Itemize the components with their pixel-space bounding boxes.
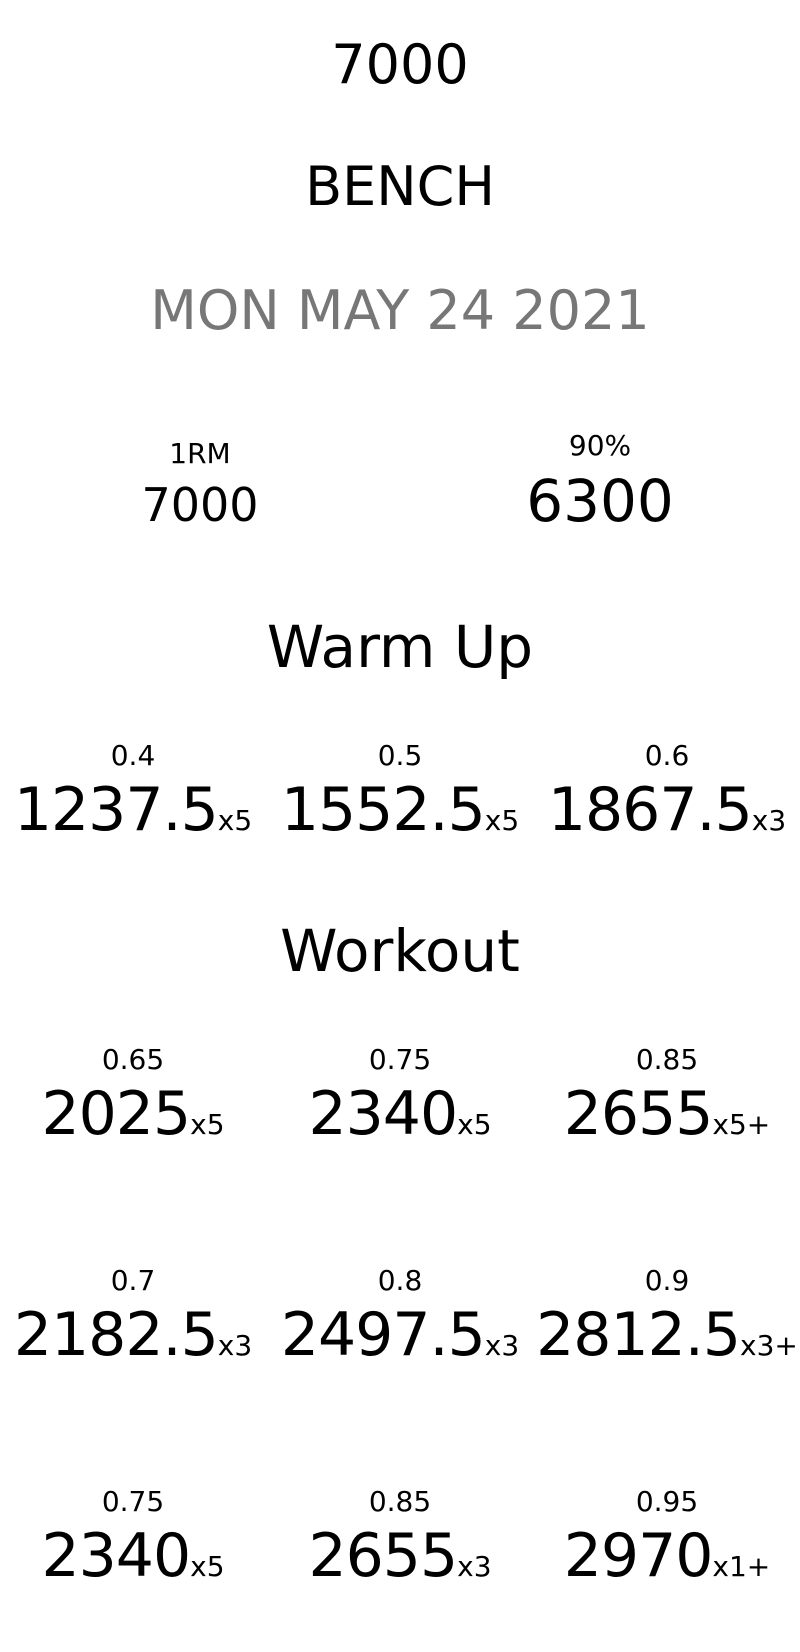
- workout-set: 0.85 2655x3: [267, 1485, 533, 1587]
- set-reps: x5: [457, 1108, 492, 1141]
- header-value: 7000: [331, 33, 469, 96]
- workout-sets-row: 0.7 2182.5x3 0.8 2497.5x3 0.9 2812.5x3+: [0, 1267, 800, 1377]
- set-reps: x3: [457, 1550, 492, 1583]
- one-rm-label: 1RM: [169, 437, 231, 470]
- training-max-stat: 90% 6300: [450, 429, 750, 535]
- set-weight: 2655: [308, 1521, 458, 1591]
- workout-heading: Workout: [280, 917, 520, 985]
- set-reps: x3: [484, 1329, 520, 1362]
- set-weight: 1552.5: [280, 775, 486, 845]
- set-percent: 0.85: [635, 1043, 699, 1076]
- set-weight: 2182.5: [13, 1300, 219, 1370]
- set-percent: 0.7: [110, 1264, 156, 1297]
- set-reps: x5: [190, 1108, 225, 1141]
- workout-sets-row: 0.75 2340x5 0.85 2655x3 0.95 2970x1+: [0, 1488, 800, 1598]
- set-percent: 0.75: [101, 1485, 165, 1518]
- warmup-set: 0.6 1867.5x3: [534, 739, 800, 841]
- set-percent: 0.95: [635, 1485, 699, 1518]
- set-reps: x1+: [712, 1550, 771, 1583]
- set-weight: 2655: [563, 1079, 714, 1149]
- training-max-percent-label: 90%: [568, 429, 632, 462]
- set-weight: 1867.5: [547, 775, 753, 845]
- set-weight: 2812.5: [536, 1300, 741, 1370]
- set-reps: x3: [751, 804, 787, 837]
- workout-sets-row: 0.65 2025x5 0.75 2340x5 0.85 2655x5+: [0, 1046, 800, 1156]
- one-rm-stat: 1RM 7000: [50, 437, 350, 532]
- set-weight: 2970: [563, 1521, 714, 1591]
- set-weight: 2497.5: [280, 1300, 486, 1370]
- set-reps: x3: [217, 1329, 253, 1362]
- set-percent: 0.5: [377, 739, 423, 772]
- set-reps: x5+: [712, 1108, 771, 1141]
- set-reps: x5: [484, 804, 520, 837]
- workout-set: 0.85 2655x5+: [534, 1043, 800, 1145]
- warmup-set: 0.4 1237.5x5: [0, 739, 266, 841]
- workout-set: 0.75 2340x5: [267, 1043, 533, 1145]
- set-reps: x3+: [740, 1329, 798, 1362]
- workout-set: 0.75 2340x5: [0, 1485, 266, 1587]
- set-weight: 2340: [41, 1521, 191, 1591]
- workout-set: 0.95 2970x1+: [534, 1485, 800, 1587]
- set-percent: 0.4: [110, 739, 156, 772]
- set-weight: 1237.5: [13, 775, 219, 845]
- workout-set: 0.8 2497.5x3: [267, 1264, 533, 1366]
- set-weight: 2340: [308, 1079, 458, 1149]
- session-date: MON MAY 24 2021: [150, 279, 650, 342]
- set-percent: 0.65: [101, 1043, 165, 1076]
- lift-name: BENCH: [305, 155, 495, 218]
- set-percent: 0.85: [368, 1485, 432, 1518]
- workout-set: 0.65 2025x5: [0, 1043, 266, 1145]
- set-weight: 2025: [41, 1079, 191, 1149]
- warmup-set: 0.5 1552.5x5: [267, 739, 533, 841]
- workout-set: 0.9 2812.5x3+: [534, 1264, 800, 1366]
- set-reps: x5: [217, 804, 253, 837]
- one-rm-value: 7000: [141, 478, 259, 532]
- warmup-sets-row: 0.4 1237.5x5 0.5 1552.5x5 0.6 1867.5x3: [0, 742, 800, 852]
- set-percent: 0.6: [644, 739, 690, 772]
- workout-set: 0.7 2182.5x3: [0, 1264, 266, 1366]
- set-percent: 0.9: [644, 1264, 690, 1297]
- warmup-heading: Warm Up: [266, 613, 534, 681]
- training-max-value: 6300: [526, 467, 674, 535]
- set-percent: 0.75: [368, 1043, 432, 1076]
- set-percent: 0.8: [377, 1264, 423, 1297]
- set-reps: x5: [190, 1550, 225, 1583]
